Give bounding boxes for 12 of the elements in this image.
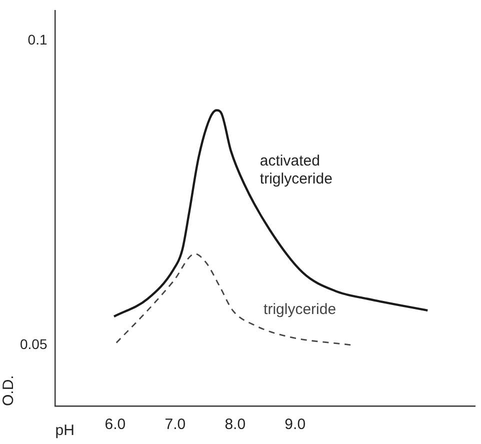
series-label: triglyceride <box>264 300 336 318</box>
x-tick-label: 9.0 <box>284 416 306 434</box>
x-tick-label: 7.0 <box>164 416 186 434</box>
x-tick-label: 6.0 <box>104 416 126 434</box>
y-axis-title: O.D. <box>0 375 18 406</box>
line-series <box>112 109 429 318</box>
y-tick-label: 0.1 <box>28 32 48 48</box>
x-tick-label: 8.0 <box>224 416 246 434</box>
x-axis-title: pH <box>55 422 74 440</box>
line-series <box>116 253 353 346</box>
series-label: activated triglyceride <box>260 152 332 188</box>
y-tick-label: 0.05 <box>20 336 48 352</box>
